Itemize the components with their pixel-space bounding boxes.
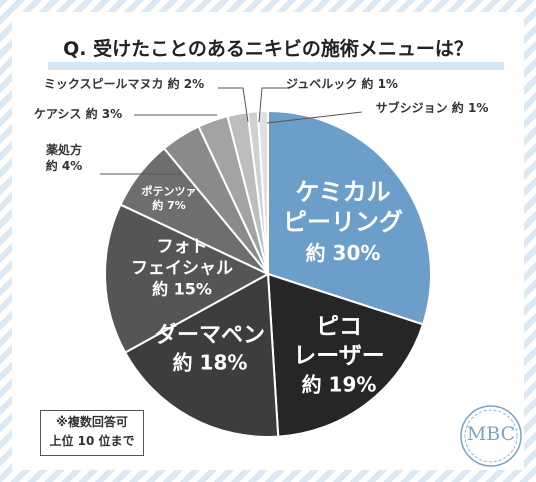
slice-label-carecys: ケアシス 約 3%: [34, 106, 122, 121]
slice-label-potenza: ポテンツァ: [142, 184, 197, 198]
leader-line-juvelook: [258, 87, 288, 123]
pie-slice-photofacial: [104, 203, 271, 354]
slice-value-dermapen: 約 18%: [173, 351, 248, 375]
slice-label-chemical-peeling: ピーリング: [283, 208, 403, 236]
slice-label-juvelook: ジュベルック 約 1%: [286, 76, 398, 91]
slice-label-subcision: サブシジョン 約 1%: [376, 100, 489, 115]
slice-value-potenza: 約 7%: [152, 198, 186, 212]
chart-title: Q. 受けたことのあるニキビの施術メニューは？: [63, 38, 473, 60]
slice-value-chemical-peeling: 約 30%: [306, 241, 381, 265]
title-underline: [48, 62, 504, 70]
pie-slice-chemical-peeling: [267, 109, 432, 326]
slice-label-dermapen: ダーマペン: [155, 322, 265, 348]
mbc-logo: MBC: [455, 400, 527, 472]
logo-text: MBC: [466, 423, 516, 445]
leader-line-subcision: [266, 111, 363, 124]
pie-slice-subcision: [256, 109, 269, 275]
pie-slice-dermapen: [123, 272, 280, 438]
note-box: ※複数回答可 上位 10 位まで: [40, 410, 144, 456]
slice-label-mix-peel-manuka: ミックスピールマヌカ 約 2%: [44, 76, 204, 91]
slice-label-pico-laser: ピコ: [316, 314, 362, 340]
slice-label-chemical-peeling: ケミカル: [295, 178, 390, 206]
logo-frame-icon: [460, 405, 522, 467]
slice-value-prescription: 約 4%: [46, 158, 83, 173]
slice-label-photofacial: フォト: [157, 237, 208, 257]
slice-label-photofacial: フェイシャル: [131, 258, 233, 278]
note-line-2: 上位 10 位まで: [49, 434, 135, 448]
infographic-card: Q. 受けたことのあるニキビの施術メニューは？ ケミカル ピーリング約 30% ピコ…: [12, 12, 524, 470]
slice-value-photofacial: 約 15%: [152, 280, 212, 299]
leader-line-mix-peel-manuka: [218, 87, 249, 123]
slice-label-pico-laser: レーザー: [293, 343, 385, 369]
pie-slice-pico-laser: [266, 272, 425, 438]
note-line-1: ※複数回答可: [56, 415, 128, 429]
slice-value-pico-laser: 約 19%: [302, 373, 377, 397]
slice-label-prescription: 薬処方: [46, 142, 82, 157]
